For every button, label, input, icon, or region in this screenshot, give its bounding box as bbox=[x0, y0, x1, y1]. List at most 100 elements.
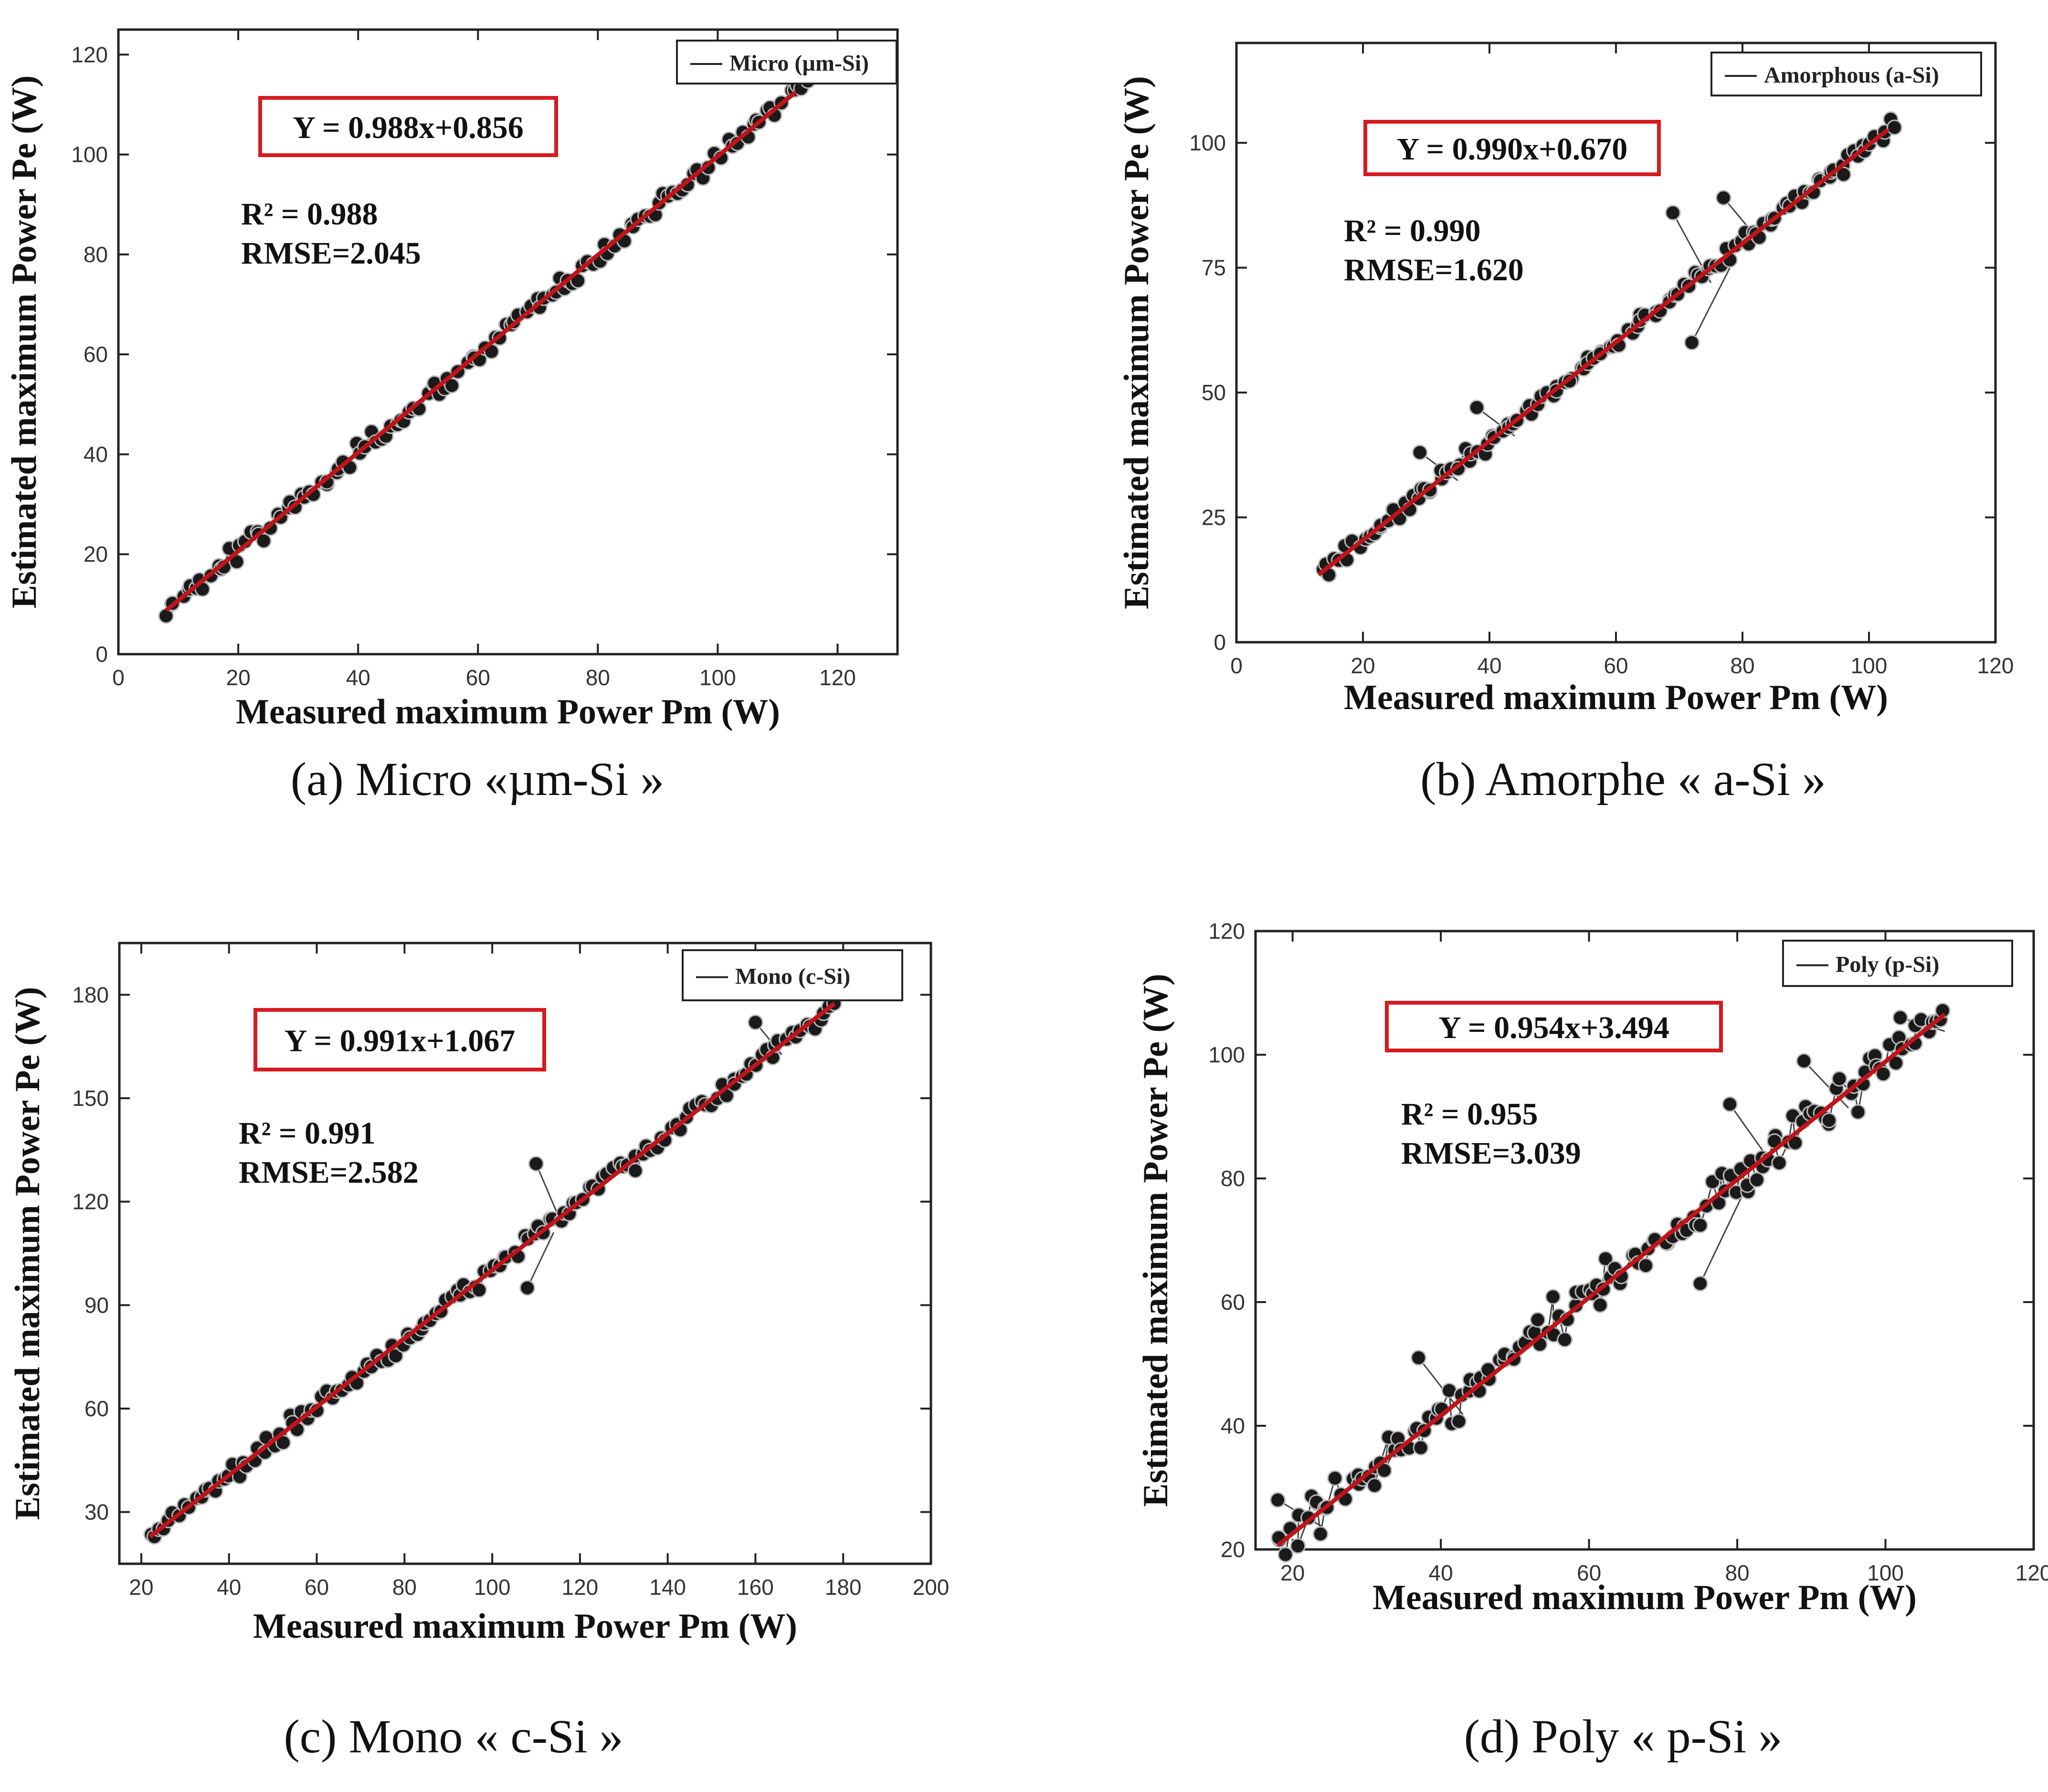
x-tick-label: 20 bbox=[1351, 653, 1375, 678]
outlier-trace bbox=[1700, 1190, 1745, 1284]
legend-label: Mono (c-Si) bbox=[735, 964, 850, 989]
y-tick-label: 150 bbox=[72, 1086, 109, 1111]
y-tick-label: 40 bbox=[1221, 1413, 1245, 1438]
outlier-trace bbox=[527, 1232, 555, 1288]
data-point bbox=[528, 1156, 544, 1172]
data-point bbox=[1886, 119, 1902, 136]
x-tick-label: 80 bbox=[1730, 653, 1754, 678]
x-tick-label: 140 bbox=[649, 1575, 686, 1600]
x-axis-label: Measured maximum Power Pm (W) bbox=[1372, 1578, 1917, 1617]
data-point bbox=[1270, 1492, 1286, 1508]
y-tick-label: 20 bbox=[1221, 1537, 1245, 1562]
data-point bbox=[1821, 1112, 1837, 1128]
chart-panel-4: 20 40 60 80 100 120 20 40 60 80 100 120 Poly (p-Si) Y… bbox=[1136, 919, 2048, 1763]
data-point bbox=[1413, 1440, 1429, 1456]
x-tick-label: 120 bbox=[2016, 1560, 2048, 1585]
rmse-label: RMSE=2.045 bbox=[241, 236, 421, 271]
y-tick-label: 0 bbox=[1214, 630, 1226, 655]
y-tick-label: 25 bbox=[1202, 505, 1226, 530]
y-tick-label: 0 bbox=[95, 642, 108, 667]
chart-panel-1: 0 20 40 60 80 100 120 0 20 40 60 80 100 120 Micro (µm-… bbox=[5, 28, 899, 806]
data-point bbox=[1831, 1071, 1847, 1087]
data-point bbox=[1411, 1350, 1427, 1366]
panel-caption: (c) Mono « c-Si » bbox=[284, 1710, 623, 1763]
rmse-label: RMSE=1.620 bbox=[1344, 253, 1524, 287]
y-tick-label: 60 bbox=[84, 342, 108, 367]
regression-fit-line bbox=[165, 90, 797, 612]
data-point bbox=[388, 1348, 404, 1364]
x-tick-label: 0 bbox=[1230, 653, 1243, 678]
data-point bbox=[444, 378, 460, 394]
legend-box bbox=[1710, 52, 1982, 96]
y-tick-label: 20 bbox=[84, 542, 108, 567]
y-axis-label: Estimated maximum Power Pe (W) bbox=[1117, 76, 1156, 609]
data-point bbox=[1836, 166, 1852, 182]
y-tick-label: 75 bbox=[1202, 255, 1226, 280]
x-tick-label: 40 bbox=[217, 1575, 241, 1600]
legend-box bbox=[682, 949, 903, 1001]
y-tick-label: 120 bbox=[71, 42, 108, 67]
data-point bbox=[1290, 1538, 1306, 1554]
rmse-label: RMSE=3.039 bbox=[1401, 1136, 1581, 1171]
data-point bbox=[519, 1280, 536, 1296]
x-tick-label: 100 bbox=[474, 1575, 511, 1600]
data-point bbox=[1597, 1251, 1614, 1267]
fit-equation: Y = 0.954x+3.494 bbox=[1438, 1010, 1669, 1045]
x-tick-label: 0 bbox=[112, 665, 125, 690]
data-point bbox=[1749, 1172, 1765, 1188]
data-point bbox=[1592, 1297, 1608, 1313]
data-point bbox=[1412, 445, 1428, 461]
x-axis-label: Measured maximum Power Pm (W) bbox=[253, 1607, 797, 1646]
equation-box bbox=[253, 1008, 546, 1071]
x-tick-label: 40 bbox=[1477, 653, 1501, 678]
data-point bbox=[1684, 335, 1700, 350]
data-point bbox=[1692, 1217, 1709, 1233]
legend-box bbox=[676, 40, 897, 85]
outlier-trace bbox=[1691, 267, 1731, 343]
data-point bbox=[1665, 205, 1681, 221]
x-tick-label: 160 bbox=[737, 1575, 774, 1600]
x-tick-label: 60 bbox=[466, 665, 490, 690]
chart-panel-2: 0 20 40 60 80 100 120 0 25 50 75 100 Amorphous (a-Si… bbox=[1117, 42, 2014, 806]
x-tick-label: 20 bbox=[226, 665, 250, 690]
equation-box bbox=[1363, 120, 1661, 176]
data-point bbox=[255, 533, 272, 549]
y-tick-label: 60 bbox=[1221, 1290, 1245, 1315]
fit-equation: Y = 0.990x+0.670 bbox=[1397, 132, 1627, 167]
data-point bbox=[1451, 1413, 1467, 1430]
fit-equation: Y = 0.991x+1.067 bbox=[285, 1024, 515, 1059]
r-squared-label: R² = 0.990 bbox=[1344, 213, 1481, 248]
data-point bbox=[1277, 1547, 1294, 1563]
x-tick-label: 60 bbox=[1577, 1560, 1601, 1585]
y-tick-label: 100 bbox=[1208, 1042, 1245, 1067]
x-tick-label: 100 bbox=[1867, 1560, 1904, 1585]
x-tick-label: 180 bbox=[825, 1575, 862, 1600]
x-tick-label: 120 bbox=[1977, 653, 2014, 678]
regression-fit-line bbox=[148, 1002, 836, 1538]
rmse-label: RMSE=2.582 bbox=[239, 1155, 419, 1190]
fit-equation: Y = 0.988x+0.856 bbox=[293, 110, 523, 145]
x-axis-label: Measured maximum Power Pm (W) bbox=[236, 692, 780, 732]
x-tick-label: 60 bbox=[305, 1575, 329, 1600]
y-tick-label: 30 bbox=[84, 1500, 109, 1525]
data-point bbox=[1312, 1526, 1329, 1542]
data-point bbox=[1771, 1155, 1787, 1171]
r-squared-label: R² = 0.988 bbox=[241, 197, 378, 232]
y-tick-label: 80 bbox=[1221, 1166, 1245, 1191]
x-tick-label: 20 bbox=[129, 1575, 153, 1600]
legend-label: Poly (p-Si) bbox=[1836, 952, 1939, 977]
y-tick-label: 80 bbox=[84, 242, 108, 267]
panel-caption: (d) Poly « p-Si » bbox=[1464, 1710, 1783, 1763]
r-squared-label: R² = 0.991 bbox=[239, 1116, 376, 1151]
data-point bbox=[1722, 1096, 1738, 1113]
y-tick-label: 40 bbox=[84, 442, 108, 467]
x-tick-label: 60 bbox=[1604, 653, 1628, 678]
equation-box bbox=[1385, 1001, 1723, 1052]
legend-box bbox=[1782, 940, 2013, 987]
x-tick-label: 120 bbox=[561, 1575, 598, 1600]
data-point bbox=[1530, 1312, 1546, 1328]
data-point bbox=[1557, 1332, 1573, 1348]
data-point bbox=[627, 1163, 644, 1179]
data-point bbox=[1327, 1470, 1343, 1486]
